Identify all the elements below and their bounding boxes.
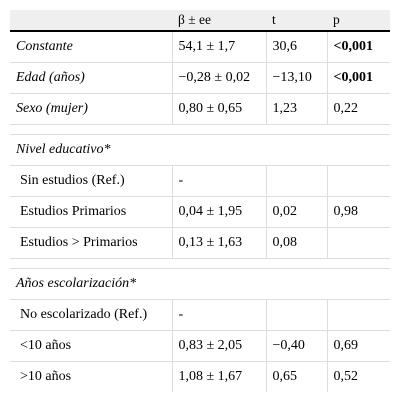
p-cell: 0,22 [326,93,390,125]
table-row: Constante 54,1 ± 1,7 30,6 <0,001 [10,30,390,63]
section-title: Nivel educativo* [10,134,390,166]
coef-cell: - [171,165,266,197]
p-cell [326,299,390,331]
header-coefficient: β ± ee [172,10,266,32]
t-cell: 0,08 [265,227,327,259]
section-header-row: Años escolarización* [10,268,390,300]
coef-cell: 0,80 ± 0,65 [171,93,266,125]
table-row: <10 años 0,83 ± 2,05 −0,40 0,69 [10,330,390,362]
p-cell [326,227,390,259]
row-label: Estudios Primarios [10,196,172,228]
t-cell: 1,23 [265,93,327,125]
table-row: Estudios > Primarios 0,13 ± 1,63 0,08 [10,227,390,259]
coef-cell: 0,13 ± 1,63 [171,227,266,259]
table-row: Sin estudios (Ref.) - [10,165,390,197]
coef-cell: - [171,299,266,331]
section-header-row: Nivel educativo* [10,134,390,166]
section-title: Años escolarización* [10,268,390,300]
t-cell [265,299,327,331]
t-cell [265,165,327,197]
row-label: Sexo (mujer) [10,93,172,125]
regression-table-container: β ± ee t p Constante 54,1 ± 1,7 30,6 <0,… [10,10,390,392]
row-label: Edad (años) [10,62,172,94]
row-label: No escolarizado (Ref.) [10,299,172,331]
header-variable [10,10,172,32]
p-cell: <0,001 [326,30,390,63]
coef-cell: 0,04 ± 1,95 [171,196,266,228]
coef-cell: −0,28 ± 0,02 [171,62,266,94]
t-cell: 0,02 [265,196,327,228]
table-row: No escolarizado (Ref.) - [10,299,390,331]
table-row: >10 años 1,08 ± 1,67 0,65 0,52 [10,361,390,392]
row-label: <10 años [10,330,172,362]
row-label: Estudios > Primarios [10,227,172,259]
row-label: Sin estudios (Ref.) [10,165,172,197]
row-label: Constante [10,30,172,63]
spacer-row [10,124,390,135]
row-label: >10 años [10,361,172,392]
t-cell: −13,10 [265,62,327,94]
p-cell [326,165,390,197]
coef-cell: 1,08 ± 1,67 [171,361,266,392]
table-row: Edad (años) −0,28 ± 0,02 −13,10 <0,001 [10,62,390,94]
header-t: t [266,10,327,32]
coef-cell: 0,83 ± 2,05 [171,330,266,362]
regression-table: β ± ee t p Constante 54,1 ± 1,7 30,6 <0,… [10,10,390,392]
header-p: p [327,10,390,32]
p-cell: <0,001 [326,62,390,94]
p-cell: 0,98 [326,196,390,228]
table-row: Estudios Primarios 0,04 ± 1,95 0,02 0,98 [10,196,390,228]
header-row: β ± ee t p [10,10,390,32]
spacer-row [10,258,390,269]
p-cell: 0,69 [326,330,390,362]
t-cell: −0,40 [265,330,327,362]
p-cell: 0,52 [326,361,390,392]
t-cell: 0,65 [265,361,327,392]
table-row: Sexo (mujer) 0,80 ± 0,65 1,23 0,22 [10,93,390,125]
t-cell: 30,6 [265,30,327,63]
coef-cell: 54,1 ± 1,7 [171,30,266,63]
